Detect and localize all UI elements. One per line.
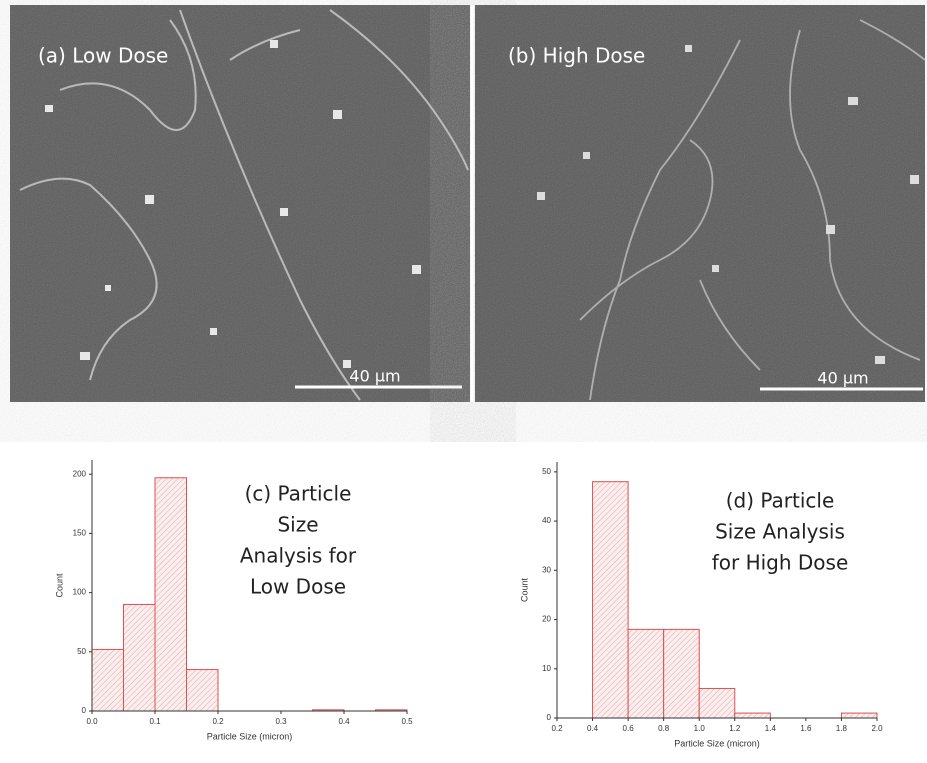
y-axis-label: Count [519,578,529,603]
x-tick-label: 1.0 [694,724,706,733]
y-tick-label: 40 [542,516,551,525]
scale-label: 40 µm [349,367,400,386]
annotation: Low Dose [250,575,346,599]
y-tick-label: 10 [542,664,551,673]
y-tick-label: 0 [547,713,552,722]
scale-label: 40 µm [817,369,868,388]
annotation: (c) Particle [245,482,352,506]
y-tick-label: 20 [542,615,551,624]
sem-image-low-dose: (a) Low Dose 40 µm [10,5,470,402]
bar [735,713,771,718]
x-tick-label: 1.4 [765,724,777,733]
x-axis-label: Particle Size (micron) [674,738,760,748]
image-label: (a) Low Dose [38,44,168,68]
bar [664,629,700,718]
x-tick-label: 0.2 [551,724,563,733]
y-axis-label: Count [54,573,64,598]
x-tick-label: 0.6 [623,724,635,733]
annotation: for High Dose [712,551,849,575]
bar [124,604,156,711]
y-tick-label: 50 [542,467,551,476]
x-tick-label: 0.1 [149,717,161,726]
annotation: (d) Particle [726,489,835,513]
bar [699,688,735,718]
bar [155,478,187,711]
y-tick-label: 30 [542,565,551,574]
y-tick-label: 150 [73,529,87,538]
sem-image-high-dose: (b) High Dose 40 µm [475,5,925,402]
annotation: Analysis for [240,544,357,568]
bar [841,713,877,718]
x-tick-label: 0.4 [338,717,350,726]
x-tick-label: 2.0 [871,724,883,733]
x-tick-label: 0.5 [401,717,413,726]
y-tick-label: 200 [73,469,87,478]
x-tick-label: 0.8 [658,724,670,733]
annotation: Size [277,513,318,537]
image-label: (b) High Dose [508,44,645,68]
y-tick-label: 50 [77,647,86,656]
x-tick-label: 0.3 [275,717,287,726]
y-tick-label: 100 [73,588,87,597]
x-tick-label: 0.4 [587,724,599,733]
bar [92,649,124,711]
bar [593,482,629,718]
bar [628,629,664,718]
x-tick-label: 1.6 [800,724,812,733]
x-axis-label: Particle Size (micron) [207,731,293,741]
bar [187,670,219,711]
y-tick-label: 0 [82,706,87,715]
x-tick-label: 1.2 [729,724,741,733]
x-tick-label: 1.8 [836,724,848,733]
x-tick-label: 0.0 [86,717,98,726]
figure: (a) Low Dose 40 µm (b) High Dose 40 µm 0… [0,0,927,763]
x-tick-label: 0.2 [212,717,224,726]
annotation: Size Analysis [715,520,845,544]
